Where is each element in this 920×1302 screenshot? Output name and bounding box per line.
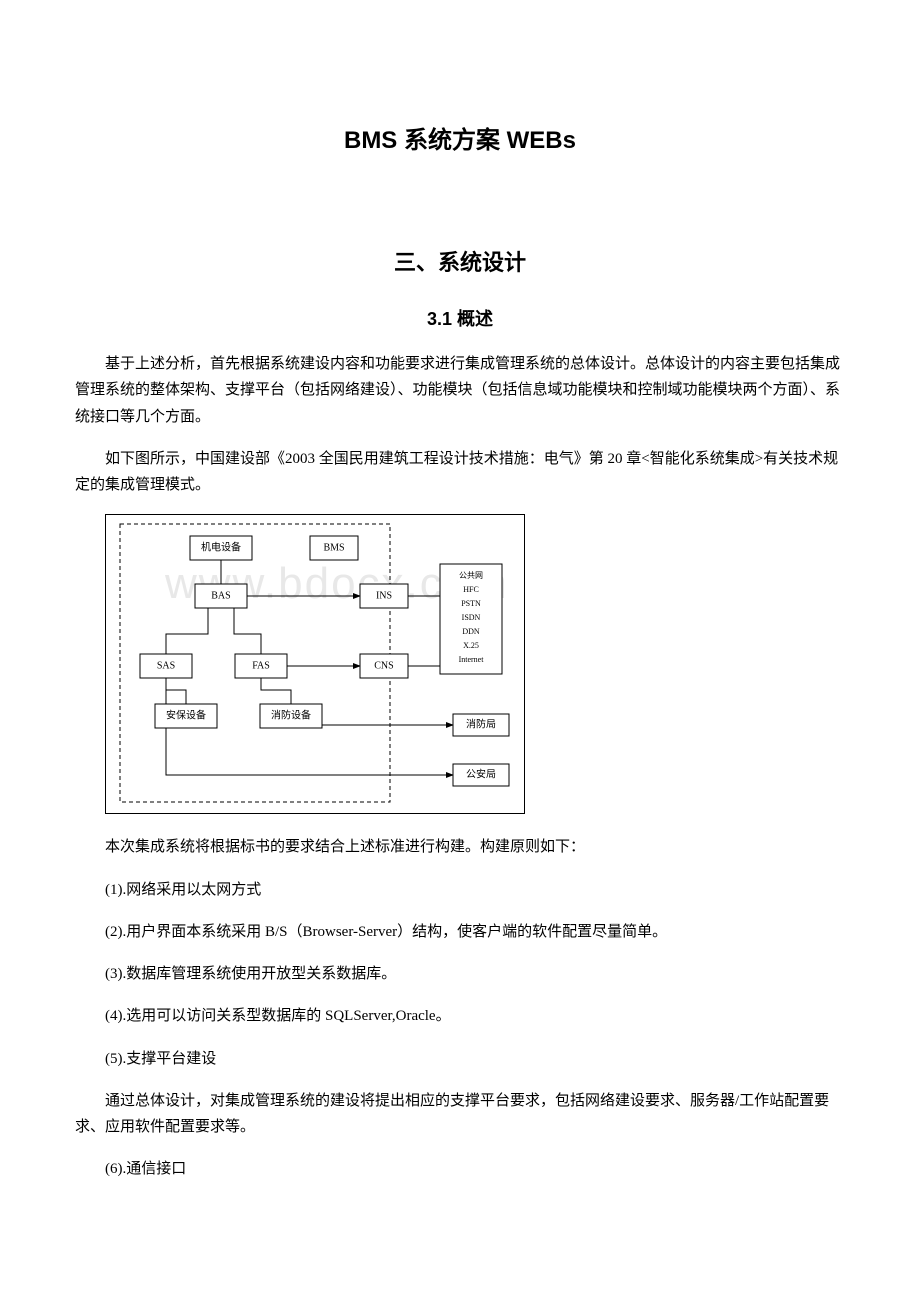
svg-text:消防设备: 消防设备 [271, 709, 311, 722]
paragraph-2: 如下图所示，中国建设部《2003 全国民用建筑工程设计技术措施：电气》第 20 … [75, 446, 845, 499]
svg-text:公共网: 公共网 [459, 571, 483, 580]
svg-text:BMS: BMS [323, 543, 344, 554]
paragraph-4: 通过总体设计，对集成管理系统的建设将提出相应的支撑平台要求，包括网络建设要求、服… [75, 1088, 845, 1141]
svg-text:FAS: FAS [252, 661, 270, 672]
list-item-1: (1).网络采用以太网方式 [75, 877, 845, 903]
list-item-6: (6).通信接口 [75, 1156, 845, 1182]
bms-architecture-diagram: 机电设备 BMS BAS INS SAS FAS CNS 安保设备 消防设备消防局公安局 公共网 H… [105, 514, 525, 814]
svg-text:INS: INS [376, 591, 392, 602]
content: BMS 系统方案 WEBs 三、系统设计 3.1 概述 基于上述分析，首先根据系… [75, 120, 845, 1183]
document-title: BMS 系统方案 WEBs [75, 120, 845, 155]
list-item-4: (4).选用可以访问关系型数据库的 SQLServer,Oracle。 [75, 1003, 845, 1029]
svg-text:BAS: BAS [211, 591, 230, 602]
svg-text:ISDN: ISDN [462, 613, 481, 622]
paragraph-3: 本次集成系统将根据标书的要求结合上述标准进行构建。构建原则如下： [75, 834, 845, 860]
section-title: 3.1 概述 [75, 305, 845, 331]
svg-text:消防局: 消防局 [466, 718, 496, 731]
svg-text:HFC: HFC [463, 585, 479, 594]
svg-text:Internet: Internet [459, 655, 485, 664]
svg-text:公安局: 公安局 [466, 768, 496, 781]
svg-text:机电设备: 机电设备 [201, 541, 241, 554]
svg-text:PSTN: PSTN [461, 599, 481, 608]
svg-text:安保设备: 安保设备 [166, 709, 206, 722]
svg-text:X.25: X.25 [463, 641, 479, 650]
list-item-5: (5).支撑平台建设 [75, 1046, 845, 1072]
paragraph-1: 基于上述分析，首先根据系统建设内容和功能要求进行集成管理系统的总体设计。总体设计… [75, 351, 845, 430]
page-container: BMS 系统方案 WEBs 三、系统设计 3.1 概述 基于上述分析，首先根据系… [75, 120, 845, 1183]
chapter-title: 三、系统设计 [75, 245, 845, 277]
svg-text:SAS: SAS [157, 661, 175, 672]
diagram-container: www.bdocx.com 机电设备BMSBASINSSASFASCNS安保设备… [105, 514, 845, 814]
list-item-2: (2).用户界面本系统采用 B/S（Browser-Server）结构，使客户端… [75, 919, 845, 945]
list-item-3: (3).数据库管理系统使用开放型关系数据库。 [75, 961, 845, 987]
svg-text:DDN: DDN [462, 627, 480, 636]
svg-text:CNS: CNS [374, 661, 393, 672]
